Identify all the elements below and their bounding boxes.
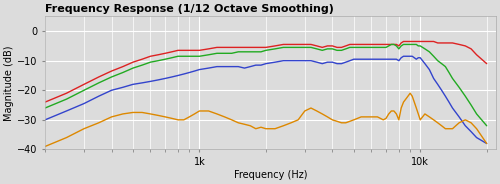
Y-axis label: Magnitude (dB): Magnitude (dB)	[4, 45, 14, 121]
Text: Frequency Response (1/12 Octave Smoothing): Frequency Response (1/12 Octave Smoothin…	[45, 4, 334, 14]
X-axis label: Frequency (Hz): Frequency (Hz)	[234, 170, 307, 180]
